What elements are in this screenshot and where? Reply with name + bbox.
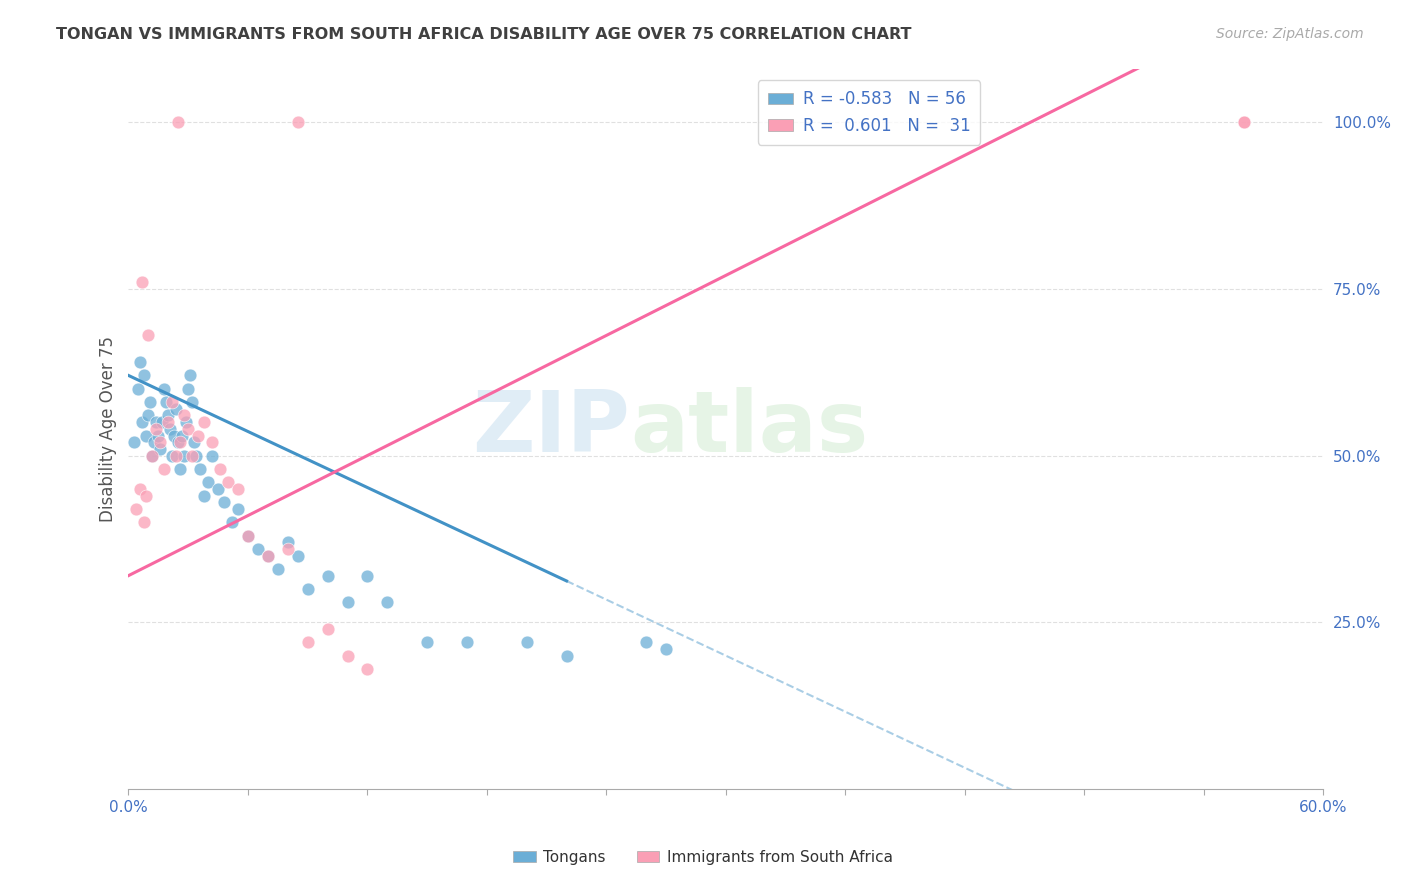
Point [246, 541, 269, 556]
Point [145, 422, 167, 436]
Point [165, 449, 187, 463]
Point [197, 475, 219, 490]
Point [201, 449, 224, 463]
Y-axis label: Disability Age Over 75: Disability Age Over 75 [100, 335, 117, 522]
Point [287, 115, 309, 129]
Point [167, 115, 190, 129]
Point [1233, 115, 1256, 129]
Point [174, 415, 197, 429]
Point [181, 395, 204, 409]
Point [316, 568, 339, 582]
Point [143, 435, 166, 450]
Point [188, 462, 211, 476]
Point [655, 642, 678, 657]
Point [172, 428, 194, 442]
Point [226, 502, 249, 516]
Point [177, 382, 200, 396]
Point [135, 489, 157, 503]
Point [138, 409, 160, 423]
Point [169, 462, 191, 476]
Text: TONGAN VS IMMIGRANTS FROM SOUTH AFRICA DISABILITY AGE OVER 75 CORRELATION CHART: TONGAN VS IMMIGRANTS FROM SOUTH AFRICA D… [56, 27, 911, 42]
Point [135, 428, 157, 442]
Point [1233, 115, 1256, 129]
Point [181, 449, 204, 463]
Point [193, 489, 215, 503]
Point [186, 449, 208, 463]
Point [277, 535, 299, 549]
Point [159, 422, 181, 436]
Point [127, 382, 149, 396]
Point [267, 562, 290, 576]
Point [297, 582, 319, 596]
Point [177, 422, 200, 436]
Point [636, 635, 658, 649]
Text: ZIP: ZIP [472, 387, 630, 470]
Point [207, 482, 229, 496]
Point [356, 568, 378, 582]
Point [336, 595, 359, 609]
Point [169, 435, 191, 450]
Point [356, 662, 378, 676]
Point [375, 595, 398, 609]
Point [226, 482, 249, 496]
Point [277, 541, 299, 556]
Point [131, 415, 153, 429]
Point [131, 275, 153, 289]
Point [516, 635, 538, 649]
Point [236, 528, 259, 542]
Point [287, 549, 309, 563]
Point [134, 515, 156, 529]
Point [165, 401, 187, 416]
Point [145, 415, 167, 429]
Legend: Tongans, Immigrants from South Africa: Tongans, Immigrants from South Africa [506, 844, 900, 871]
Point [124, 435, 146, 450]
Point [173, 409, 195, 423]
Point [236, 528, 259, 542]
Point [336, 648, 359, 663]
Point [139, 395, 162, 409]
Text: atlas: atlas [630, 387, 869, 470]
Point [148, 428, 170, 442]
Point [183, 435, 205, 450]
Point [416, 635, 439, 649]
Point [209, 462, 232, 476]
Point [187, 428, 209, 442]
Point [297, 635, 319, 649]
Legend: R = -0.583   N = 56, R =  0.601   N =  31: R = -0.583 N = 56, R = 0.601 N = 31 [758, 80, 980, 145]
Point [316, 622, 339, 636]
Point [153, 462, 176, 476]
Point [149, 435, 172, 450]
Point [257, 549, 280, 563]
Point [153, 382, 176, 396]
Point [155, 395, 177, 409]
Point [167, 435, 190, 450]
Point [555, 648, 578, 663]
Point [163, 428, 186, 442]
Point [212, 495, 235, 509]
Point [157, 415, 180, 429]
Point [217, 475, 239, 490]
Point [157, 409, 180, 423]
Point [150, 415, 173, 429]
Point [179, 368, 201, 383]
Point [257, 549, 280, 563]
Point [221, 515, 243, 529]
Point [149, 442, 172, 456]
Point [456, 635, 478, 649]
Point [134, 368, 156, 383]
Point [125, 502, 148, 516]
Point [141, 449, 163, 463]
Point [162, 449, 184, 463]
Point [162, 395, 184, 409]
Point [173, 449, 195, 463]
Point [138, 328, 160, 343]
Point [201, 435, 224, 450]
Point [193, 415, 215, 429]
Point [141, 449, 163, 463]
Point [129, 355, 152, 369]
Text: Source: ZipAtlas.com: Source: ZipAtlas.com [1216, 27, 1364, 41]
Point [129, 482, 152, 496]
